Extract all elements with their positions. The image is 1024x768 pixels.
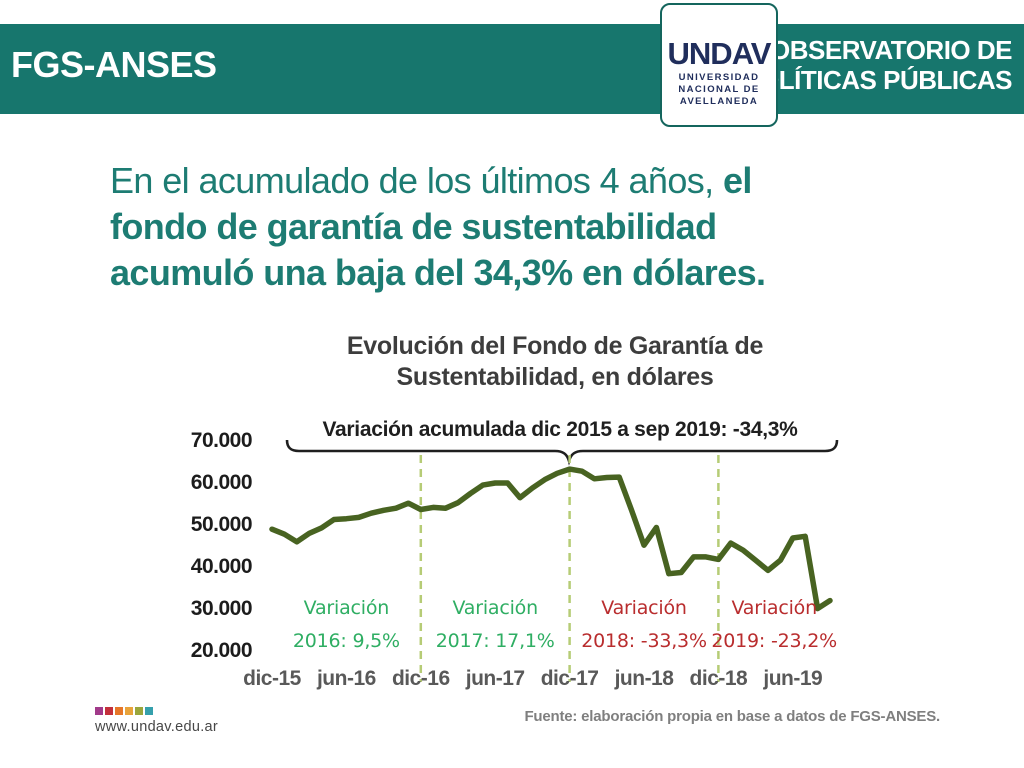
y-tick-60.000: 60.000 bbox=[190, 471, 253, 494]
headline-line2: fondo de garantía de sustentabilidad bbox=[110, 206, 717, 247]
variation-word: Variación bbox=[452, 597, 538, 619]
y-tick-30.000: 30.000 bbox=[190, 597, 253, 620]
chart-title-line1: Evolución del Fondo de Garantía de bbox=[346, 332, 764, 360]
footer-dot-3 bbox=[115, 707, 123, 715]
variation-annotation-2017: Variación 2017: 17,1% bbox=[405, 592, 585, 658]
accumulated-variation-label: Variación acumulada dic 2015 a sep 2019:… bbox=[322, 418, 798, 441]
source-note: Fuente: elaboración propia en base a dat… bbox=[524, 708, 940, 725]
variation-annotation-2016: Variación 2016: 9,5% bbox=[256, 592, 436, 658]
x-tick-jun-16: jun-16 bbox=[316, 667, 376, 690]
variation-annotation-2018: Variación 2018: -33,3% bbox=[554, 592, 734, 658]
x-tick-jun-19: jun-19 bbox=[763, 667, 823, 690]
footer-dot-1 bbox=[95, 707, 103, 715]
variation-word: Variación bbox=[731, 597, 817, 619]
undav-wordmark: UNDAV bbox=[667, 36, 772, 71]
chart-title-line2: Sustentabilidad, en dólares bbox=[396, 363, 714, 391]
observatory-title: OBSERVATORIO DE POLÍTICAS PÚBLICAS bbox=[742, 35, 1012, 95]
website-url: www.undav.edu.ar bbox=[95, 719, 219, 735]
variation-annotation-2019: Variación 2019: -23,2% bbox=[684, 592, 864, 658]
x-tick-jun-18: jun-18 bbox=[614, 667, 674, 690]
chart-title: Evolución del Fondo de Garantía de Suste… bbox=[205, 331, 905, 393]
footer-dot-6 bbox=[145, 707, 153, 715]
headline-line1: En el acumulado de los últimos 4 años, e… bbox=[110, 158, 970, 204]
variation-value: 2018: -33,3% bbox=[581, 630, 707, 652]
variation-value: 2017: 17,1% bbox=[435, 630, 555, 652]
variation-word: Variación bbox=[303, 597, 390, 619]
variation-value: 2019: -23,2% bbox=[711, 630, 837, 652]
undav-logo-subtitle: UNIVERSIDAD NACIONAL DE AVELLANEDA bbox=[662, 72, 776, 108]
x-tick-dic-18: dic-18 bbox=[689, 667, 748, 690]
headline: En el acumulado de los últimos 4 años, e… bbox=[110, 158, 970, 296]
y-tick-70.000: 70.000 bbox=[190, 429, 253, 452]
x-tick-jun-17: jun-17 bbox=[465, 667, 525, 690]
undav-logo: UNDAV UNIVERSIDAD NACIONAL DE AVELLANEDA bbox=[660, 3, 778, 127]
footer-dot-4 bbox=[125, 707, 133, 715]
x-tick-dic-17: dic-17 bbox=[540, 667, 599, 690]
headline-bold-text: el bbox=[722, 160, 752, 201]
fgs-series-line bbox=[269, 466, 833, 612]
brace-icon bbox=[285, 439, 839, 466]
undav-logo-subtitle-line2: NACIONAL DE bbox=[678, 84, 760, 95]
observatory-title-line2: POLÍTICAS PÚBLICAS bbox=[742, 65, 1012, 95]
footer-dot-2 bbox=[105, 707, 113, 715]
undav-logo-subtitle-line1: UNIVERSIDAD bbox=[678, 72, 760, 83]
footer-dot-5 bbox=[135, 707, 143, 715]
report-title: FGS-ANSES bbox=[11, 44, 217, 85]
y-tick-40.000: 40.000 bbox=[190, 555, 253, 578]
undav-logo-subtitle-line3: AVELLANEDA bbox=[679, 96, 759, 107]
variation-word: Variación bbox=[601, 597, 687, 619]
observatory-title-line1: OBSERVATORIO DE bbox=[770, 35, 1012, 65]
footer-color-dots bbox=[95, 707, 153, 715]
y-tick-50.000: 50.000 bbox=[190, 513, 253, 536]
headline-regular-text: En el acumulado de los últimos 4 años, bbox=[110, 160, 723, 201]
x-tick-dic-16: dic-16 bbox=[391, 667, 450, 690]
headline-line3: acumuló una baja del 34,3% en dólares. bbox=[110, 252, 766, 293]
variation-value: 2016: 9,5% bbox=[292, 630, 400, 652]
header-band: FGS-ANSES OBSERVATORIO DE POLÍTICAS PÚBL… bbox=[0, 24, 1024, 114]
x-tick-dic-15: dic-15 bbox=[243, 667, 301, 690]
y-tick-20.000: 20.000 bbox=[190, 639, 253, 662]
